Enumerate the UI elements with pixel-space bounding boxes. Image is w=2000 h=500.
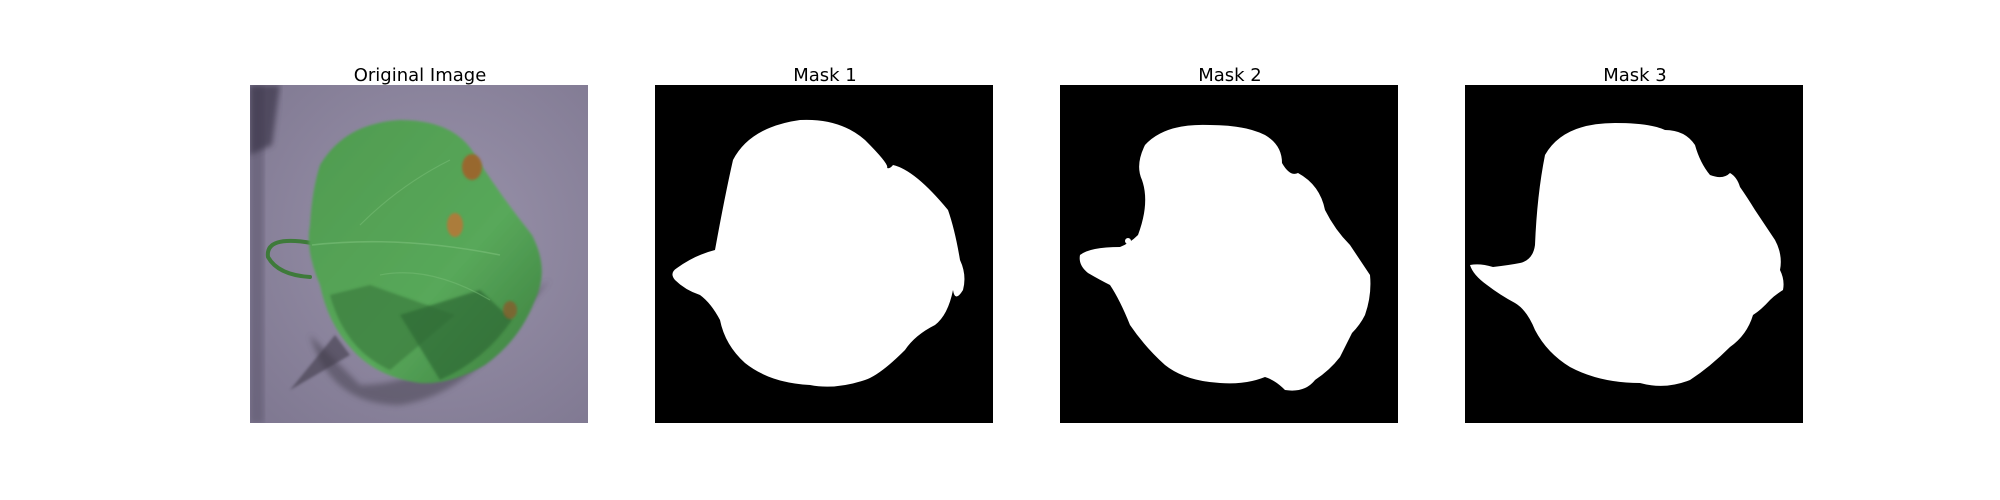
mask-3-panel: Mask 3 [1465, 65, 1805, 423]
lesion-spot [447, 213, 463, 237]
mask-foreground [1470, 123, 1784, 386]
lesion-spot [503, 301, 517, 319]
original-image-title: Original Image [353, 65, 487, 86]
mask-1-image [655, 85, 993, 423]
mask-3-svg [1465, 85, 1803, 423]
leaf-photo [250, 85, 588, 423]
mask-2-panel: Mask 2 [1060, 65, 1400, 423]
mask-2-image [1060, 85, 1398, 423]
leaf-stem [265, 238, 314, 279]
mask-3-title: Mask 3 [1603, 65, 1667, 86]
mask-1-svg [655, 85, 993, 423]
mask-2-svg [1060, 85, 1398, 423]
mask-1-panel: Mask 1 [655, 65, 995, 423]
mask-foreground [672, 119, 965, 387]
mask-2-title: Mask 2 [1198, 65, 1262, 86]
mask-3-image [1465, 85, 1803, 423]
lesion-spot [462, 154, 482, 180]
original-image-panel: Original Image [250, 65, 590, 423]
original-image [250, 85, 588, 423]
mask-foreground [1079, 124, 1371, 391]
mask-1-title: Mask 1 [793, 65, 857, 86]
